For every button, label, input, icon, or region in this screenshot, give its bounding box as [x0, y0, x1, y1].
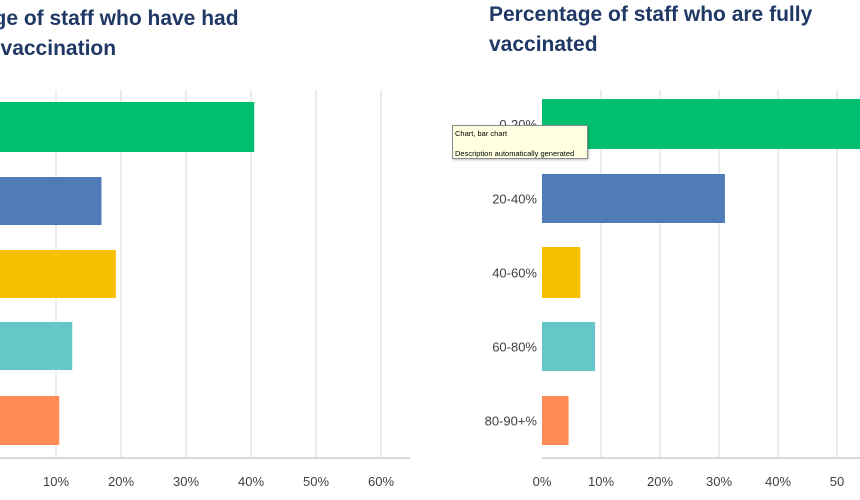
- left-xtick-label: 50%: [303, 474, 329, 489]
- right-bar: [542, 396, 569, 445]
- right-category-label: 60-80%: [492, 340, 537, 355]
- right-chart-title: Percentage of staff who are fully vaccina…: [489, 3, 813, 56]
- right-bar: [542, 322, 596, 371]
- right-bar: [542, 247, 581, 298]
- left-bar: [0, 322, 73, 370]
- right-xtick-label: 50: [830, 474, 844, 489]
- right-category-label: 80-90+%: [485, 414, 538, 429]
- tooltip-line-1: Chart, bar chart: [455, 129, 508, 138]
- right-xtick-label: 0%: [533, 474, 552, 489]
- right-xtick-label: 10%: [588, 474, 614, 489]
- left-xtick-label: 30%: [173, 474, 199, 489]
- right-xtick-label: 20%: [647, 474, 673, 489]
- alt-text-tooltip: Chart, bar chart Description automatical…: [452, 125, 588, 159]
- tooltip-line-2: Description automatically generated: [455, 149, 575, 158]
- right-category-label: 40-60%: [492, 266, 537, 281]
- left-bar: [0, 396, 60, 445]
- right-bar: [542, 99, 860, 149]
- right-xtick-label: 40%: [765, 474, 791, 489]
- left-chart-title: ntage of staff who have hadirst vaccinat…: [0, 7, 239, 60]
- left-xtick-label: 60%: [368, 474, 394, 489]
- right-bar: [542, 174, 725, 223]
- right-xtick-label: 30%: [706, 474, 732, 489]
- left-xtick-label: 10%: [43, 474, 69, 489]
- left-xtick-label: 20%: [108, 474, 134, 489]
- left-bar: [0, 250, 116, 298]
- left-bar: [0, 102, 255, 152]
- left-xtick-label: 40%: [238, 474, 264, 489]
- left-bar: [0, 177, 102, 225]
- right-category-label: 20-40%: [492, 192, 537, 207]
